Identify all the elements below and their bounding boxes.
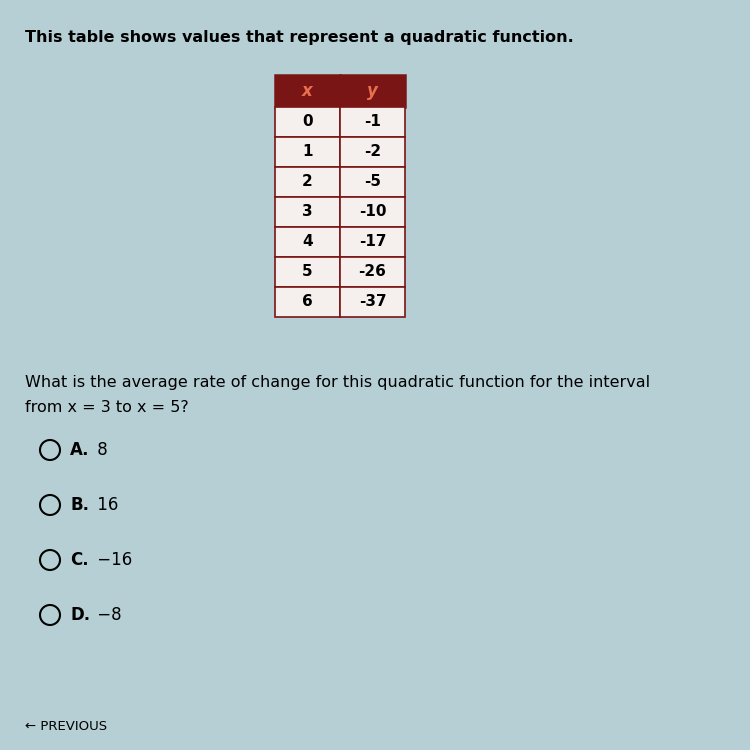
- Bar: [275, 227, 340, 257]
- Bar: [340, 75, 405, 107]
- Bar: [275, 107, 340, 137]
- Text: D.: D.: [70, 606, 90, 624]
- Text: -10: -10: [358, 205, 386, 220]
- Text: y: y: [367, 82, 378, 100]
- Text: 6: 6: [302, 295, 313, 310]
- Bar: [340, 257, 405, 287]
- Text: -37: -37: [358, 295, 386, 310]
- Text: 8: 8: [92, 441, 108, 459]
- Text: A.: A.: [70, 441, 89, 459]
- Text: 5: 5: [302, 265, 313, 280]
- Text: 0: 0: [302, 115, 313, 130]
- Bar: [275, 197, 340, 227]
- Bar: [275, 287, 340, 317]
- Text: -2: -2: [364, 145, 381, 160]
- Text: -26: -26: [358, 265, 386, 280]
- Bar: [340, 287, 405, 317]
- Bar: [340, 137, 405, 167]
- Text: This table shows values that represent a quadratic function.: This table shows values that represent a…: [25, 30, 574, 45]
- Bar: [340, 227, 405, 257]
- Text: x: x: [302, 82, 313, 100]
- Text: -1: -1: [364, 115, 381, 130]
- Text: 2: 2: [302, 175, 313, 190]
- Text: 4: 4: [302, 235, 313, 250]
- Text: −8: −8: [92, 606, 122, 624]
- Text: What is the average rate of change for this quadratic function for the interval: What is the average rate of change for t…: [25, 375, 650, 390]
- Text: −16: −16: [92, 551, 132, 569]
- Text: C.: C.: [70, 551, 88, 569]
- Bar: [340, 167, 405, 197]
- Text: 3: 3: [302, 205, 313, 220]
- Text: -5: -5: [364, 175, 381, 190]
- Bar: [275, 167, 340, 197]
- Bar: [340, 197, 405, 227]
- Text: 16: 16: [92, 496, 118, 514]
- Text: -17: -17: [358, 235, 386, 250]
- Text: B.: B.: [70, 496, 89, 514]
- Text: 1: 1: [302, 145, 313, 160]
- Text: from x = 3 to x = 5?: from x = 3 to x = 5?: [25, 400, 189, 415]
- Bar: [275, 257, 340, 287]
- Bar: [275, 137, 340, 167]
- Bar: [275, 75, 340, 107]
- Text: ← PREVIOUS: ← PREVIOUS: [25, 720, 107, 733]
- Bar: [340, 107, 405, 137]
